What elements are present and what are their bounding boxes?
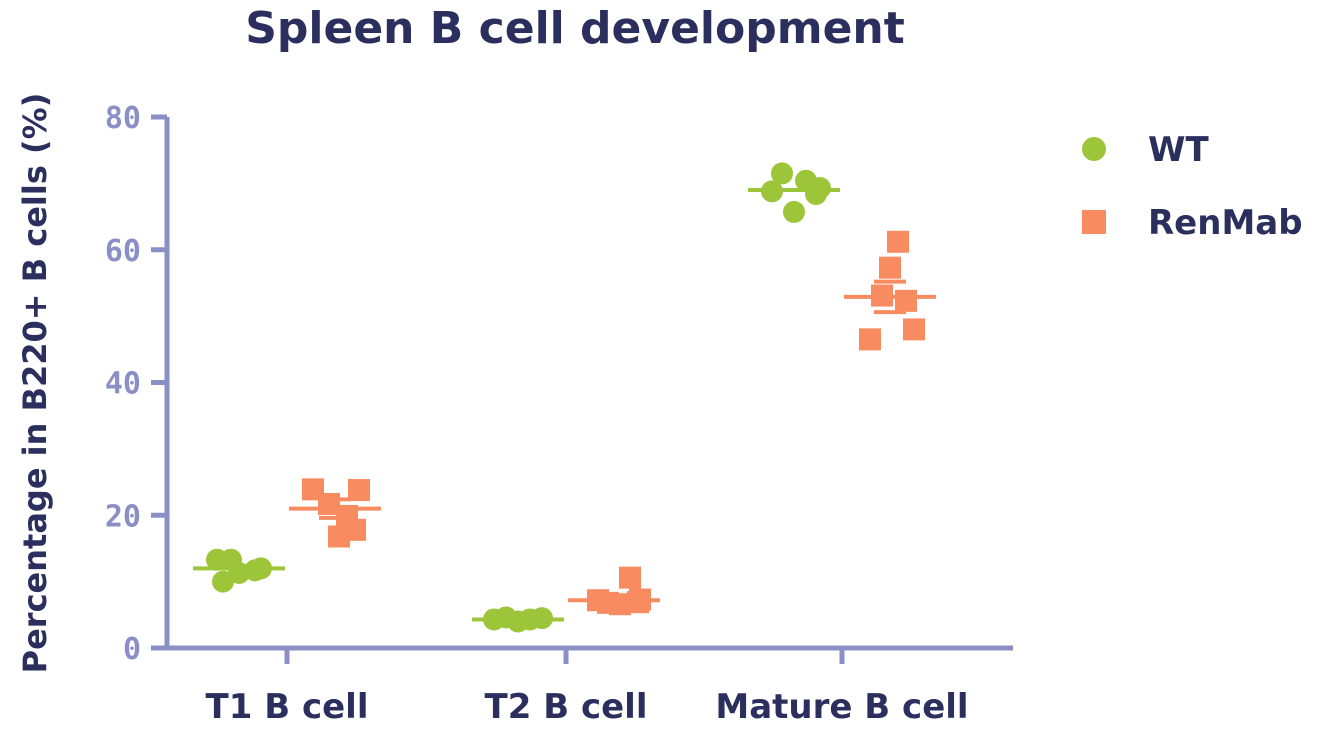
- data-point: [212, 570, 234, 593]
- y-axis-label: Percentage in B220+ B cells (%): [16, 93, 54, 674]
- data-point: [761, 180, 783, 203]
- legend: WT RenMab: [1082, 130, 1303, 243]
- data-point: [348, 479, 370, 502]
- data-point: [771, 162, 793, 185]
- data-point: [903, 318, 925, 341]
- data-point: [250, 557, 272, 580]
- y-tick-label: 60: [105, 234, 141, 269]
- legend-item-wt: WT: [1082, 130, 1210, 170]
- legend-item-renmab: RenMab: [1082, 203, 1303, 243]
- x-tick-label: T2 B cell: [485, 687, 648, 727]
- x-tick-label: Mature B cell: [715, 687, 968, 727]
- data-point: [609, 593, 631, 616]
- legend-marker-square: [1082, 210, 1106, 234]
- data-point: [887, 230, 909, 253]
- chart-title: Spleen B cell development: [245, 3, 905, 54]
- data-point: [783, 200, 805, 223]
- data-point: [859, 328, 881, 351]
- legend-label: RenMab: [1148, 203, 1303, 243]
- y-tick-label: 20: [105, 499, 141, 534]
- y-tick-label: 80: [105, 101, 141, 136]
- data-point: [629, 588, 651, 611]
- y-tick-label: 40: [105, 367, 141, 402]
- data-point: [871, 284, 893, 307]
- x-tick-label: T1 B cell: [206, 687, 369, 727]
- data-point: [531, 607, 553, 630]
- y-tick-label: 0: [123, 632, 141, 667]
- legend-marker-circle: [1082, 137, 1106, 161]
- data-point: [879, 256, 901, 279]
- series-renmab: [289, 230, 936, 616]
- data-marks: [193, 162, 936, 633]
- data-point: [619, 566, 641, 589]
- data-point: [895, 289, 917, 312]
- legend-label: WT: [1148, 130, 1210, 170]
- series-wt: [193, 162, 840, 633]
- data-point: [344, 518, 366, 541]
- data-point: [318, 492, 340, 515]
- axes: 0 20 40 60 80 T1 B cell T2 B cell Mature B cell: [105, 101, 1013, 727]
- data-point: [809, 177, 831, 200]
